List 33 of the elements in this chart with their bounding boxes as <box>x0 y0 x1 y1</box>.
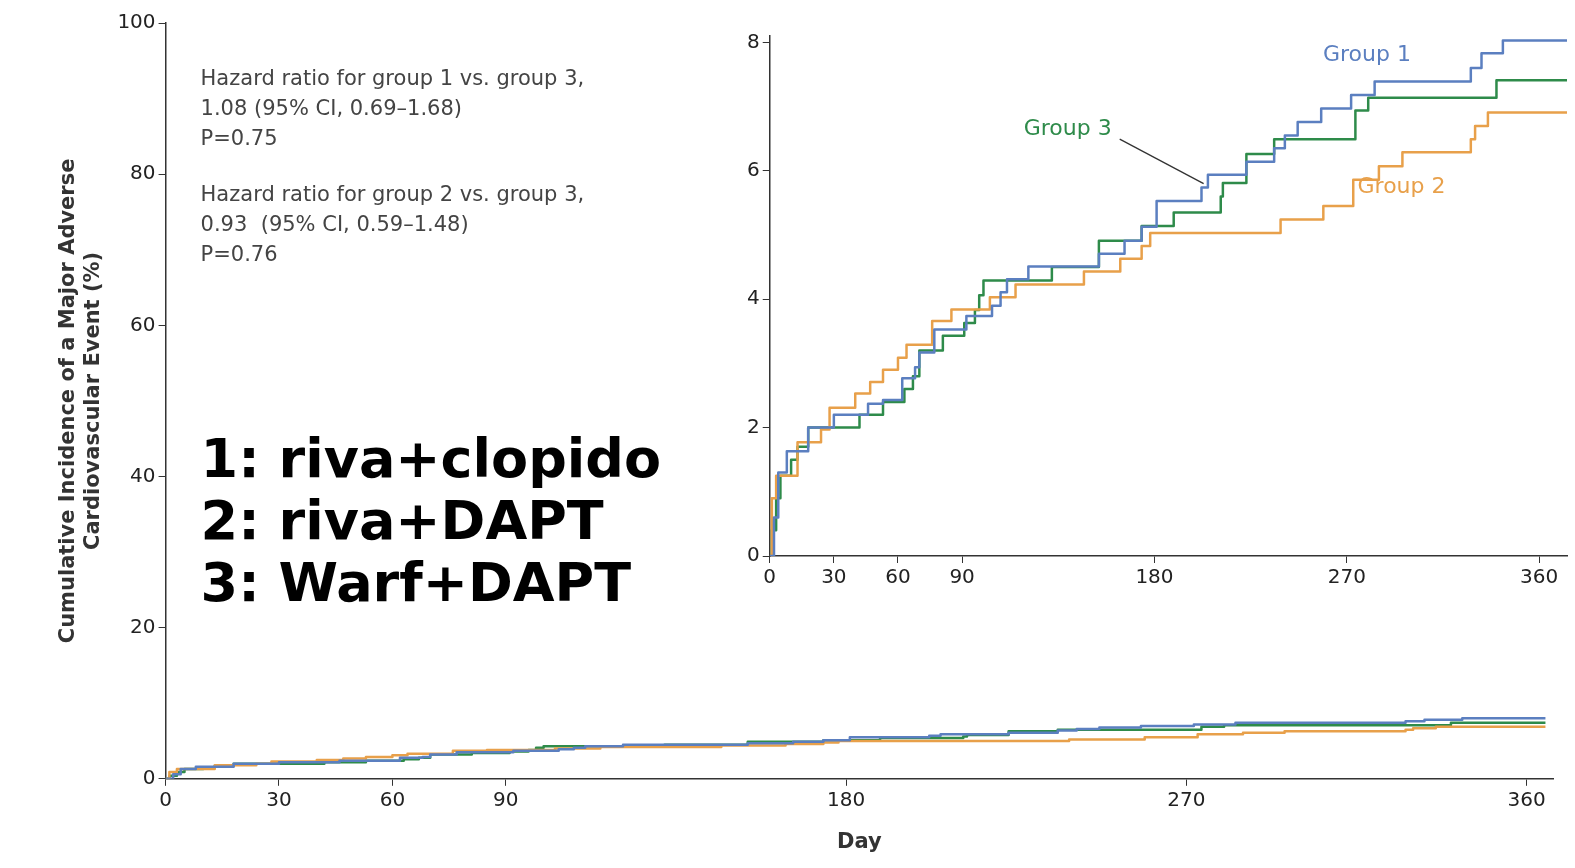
x-axis-title: Day <box>836 828 882 853</box>
y-tick-label: 4 <box>746 285 760 310</box>
y-tick-label: 2 <box>746 413 760 438</box>
x-tick-label: 90 <box>493 787 519 811</box>
x-tick-label: 270 <box>1167 787 1206 811</box>
x-tick-label: 270 <box>1327 564 1366 589</box>
y-tick-label: 20 <box>130 613 156 638</box>
y-tick-label: 8 <box>746 28 760 53</box>
x-tick-label: 360 <box>1520 564 1559 589</box>
annotation: 1: riva+clopido 2: riva+DAPT 3: Warf+DAPT <box>200 427 662 615</box>
x-tick-label: 0 <box>763 564 777 589</box>
annotation: Hazard ratio for group 2 vs. group 3, 0.93 (95% CI, 0.59–1.48) P=0.76 <box>200 182 585 267</box>
x-tick-label: 0 <box>159 787 172 811</box>
x-tick-label: 180 <box>1135 564 1174 589</box>
x-tick-label: 30 <box>266 787 292 811</box>
x-tick-label: 60 <box>379 787 406 811</box>
y-tick-label: 40 <box>130 462 156 487</box>
y-tick-label: 0 <box>142 765 156 789</box>
y-axis-title: Cumulative Incidence of a Major Adverse Cardiovascular Event (%) <box>55 158 105 644</box>
x-tick-label: 360 <box>1507 787 1546 811</box>
annotation: Hazard ratio for group 1 vs. group 3, 1.08 (95% CI, 0.69–1.68) P=0.75 <box>200 66 585 151</box>
y-tick-label: 100 <box>117 9 156 34</box>
x-tick-label: 180 <box>826 787 866 811</box>
y-tick-label: 6 <box>746 157 760 182</box>
y-tick-label: 60 <box>130 311 156 336</box>
x-tick-label: 60 <box>885 564 911 589</box>
x-tick-label: 30 <box>821 564 847 589</box>
x-tick-label: 90 <box>949 564 975 589</box>
y-tick-label: 0 <box>746 542 760 567</box>
series-label: Group 1 <box>1323 40 1411 66</box>
y-tick-label: 80 <box>130 160 156 185</box>
series-label: Group 2 <box>1357 172 1446 198</box>
text: Group 3 <box>1023 114 1112 140</box>
